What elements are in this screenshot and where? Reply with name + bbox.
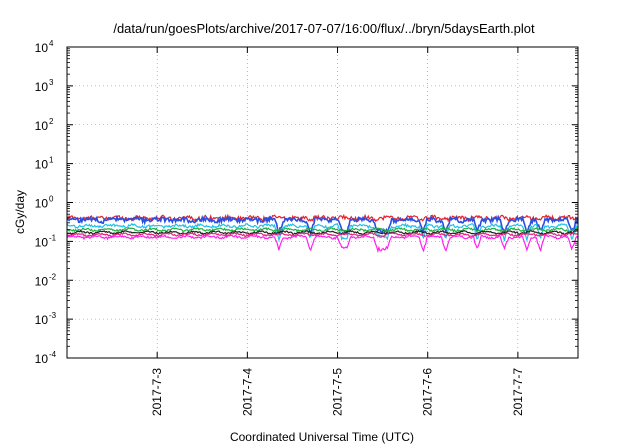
y-tick-label: 10 — [35, 119, 49, 133]
series-line — [66, 222, 579, 243]
y-tick-exponent: 0 — [49, 195, 54, 204]
chart-title: /data/run/goesPlots/archive/2017-07-07/1… — [113, 21, 535, 36]
y-tick-exponent: 1 — [49, 156, 54, 165]
y-tick-label: 10 — [35, 313, 49, 327]
y-axis-label: cGy/day — [13, 190, 27, 234]
x-tick-label: 2017-7-6 — [421, 368, 435, 416]
y-tick-exponent: 4 — [49, 39, 54, 48]
y-tick-label: 10 — [35, 274, 49, 288]
grid-lines — [67, 47, 578, 358]
x-tick-label: 2017-7-3 — [150, 368, 164, 416]
y-tick-label: 10 — [35, 80, 49, 94]
series-line — [66, 214, 579, 237]
y-tick-exponent: 3 — [49, 78, 54, 87]
y-tick-exponent: -1 — [49, 233, 57, 242]
x-tick-label: 2017-7-4 — [240, 368, 254, 416]
y-tick-exponent: -2 — [49, 272, 57, 281]
x-tick-label: 2017-7-5 — [331, 368, 345, 416]
series-line — [66, 231, 579, 238]
x-axis-label: Coordinated Universal Time (UTC) — [230, 430, 414, 444]
y-tick-label: 10 — [35, 158, 49, 172]
x-tick-label: 2017-7-7 — [511, 368, 525, 416]
y-tick-label: 10 — [35, 41, 49, 55]
series-line — [66, 229, 579, 236]
y-tick-label: 10 — [35, 235, 49, 249]
series-line — [66, 226, 579, 233]
y-tick-exponent: 2 — [49, 117, 54, 126]
series-line — [66, 234, 579, 254]
x-axis-ticks: 2017-7-3 2017-7-4 2017-7-5 2017-7-6 2017-7-7 — [150, 47, 525, 416]
y-tick-label: 10 — [35, 352, 49, 366]
y-tick-exponent: -3 — [49, 311, 57, 320]
y-tick-exponent: -4 — [49, 350, 57, 359]
series-layer — [66, 213, 579, 254]
y-tick-label: 10 — [35, 197, 49, 211]
